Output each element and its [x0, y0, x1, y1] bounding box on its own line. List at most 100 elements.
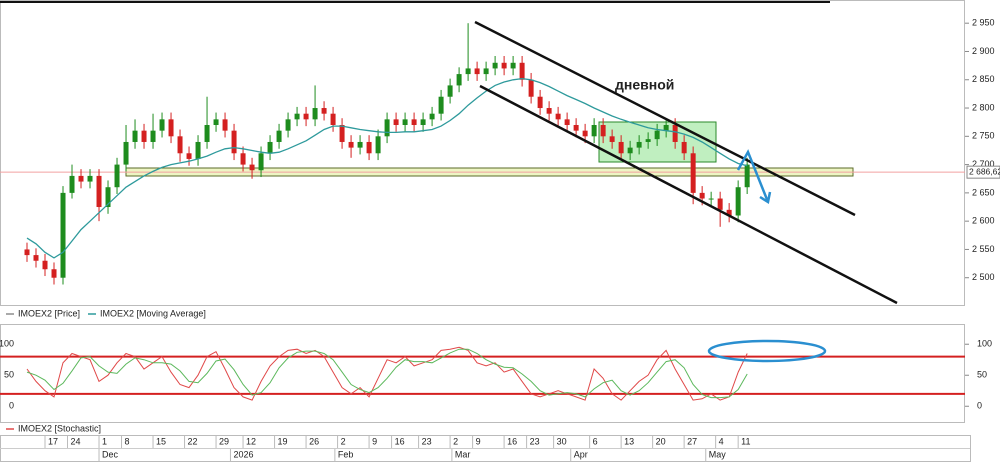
arrow-head [759, 191, 772, 205]
y-tick-label: 0 [977, 401, 982, 411]
x-tick-label: 9 [476, 436, 481, 446]
candle-body [636, 141, 642, 148]
x-tick-label: 26 [309, 436, 319, 446]
month-tick-label: Feb [338, 449, 354, 459]
forecast-arrow [736, 149, 770, 203]
x-tick-label: 2 [453, 436, 458, 446]
candle-body [411, 119, 417, 126]
candle-body [240, 153, 246, 165]
candle-body [276, 130, 282, 142]
x-tick-label: 9 [372, 436, 377, 446]
candle-body [159, 119, 165, 131]
candle-body [294, 113, 300, 120]
candle-body [213, 119, 219, 126]
last-price-label: 2 686,62 [969, 166, 1000, 176]
candle-body [672, 125, 678, 142]
last-price-box [966, 165, 1000, 179]
candle-body [141, 130, 147, 142]
candle-body [186, 153, 192, 159]
x-tick-label: 19 [278, 436, 288, 446]
candle-body [438, 96, 444, 114]
candle-body [123, 141, 129, 165]
x-tick-label: 12 [246, 436, 256, 446]
x-tick-label: 23 [422, 436, 432, 446]
candle-body [231, 130, 237, 154]
candle-body [717, 198, 723, 210]
y-tick-label: 0 [9, 401, 14, 411]
y-tick-label: 2 600 [972, 216, 995, 226]
legend-label: IMOEX2 [Moving Average] [100, 308, 206, 318]
y-tick-label: 2 650 [972, 187, 995, 197]
y-tick-label: 2 750 [972, 131, 995, 141]
candle-body [303, 113, 309, 120]
candle-body [582, 130, 588, 137]
x-tick-label: 13 [624, 436, 634, 446]
x-tick-label: 8 [125, 436, 130, 446]
y-tick-label: 100 [0, 339, 14, 349]
candle-body [555, 113, 561, 120]
candle-body [96, 175, 102, 208]
candle-body [105, 187, 111, 208]
candle-body [483, 68, 489, 75]
candle-body [600, 125, 606, 137]
candle-body [708, 198, 714, 200]
candle-body [699, 192, 705, 199]
candle-body [357, 141, 363, 148]
candle-body [492, 62, 498, 69]
candle-body [285, 119, 291, 131]
candle-body [609, 136, 615, 142]
candle-body [258, 153, 264, 171]
candle-body [681, 141, 687, 154]
candle-body [654, 130, 660, 140]
candle-body [393, 119, 399, 126]
x-tick-label: 22 [188, 436, 198, 446]
candle-body [177, 136, 183, 154]
candle-body [339, 125, 345, 142]
x-tick-label: 1 [102, 436, 107, 446]
candle-body [222, 119, 228, 131]
candle-body [384, 119, 390, 137]
candle-body [321, 108, 327, 114]
x-tick-label: 27 [687, 436, 697, 446]
candle-body [249, 164, 255, 171]
candle-body [204, 125, 210, 142]
x-tick-label: 23 [530, 436, 540, 446]
candle-body [330, 113, 336, 126]
stochastic-line [26, 348, 748, 399]
candle-body [429, 113, 435, 120]
candle-body [150, 130, 156, 142]
candle-body [42, 260, 48, 270]
candle-body [402, 119, 408, 126]
stochastic-panel [0, 324, 965, 423]
candle-body [663, 125, 669, 131]
candle-body [456, 74, 462, 86]
candle-body [528, 79, 534, 97]
candle-body [627, 147, 633, 154]
candle-body [537, 96, 543, 109]
candle-body [24, 249, 30, 256]
candle-body [348, 141, 354, 148]
candle-body [168, 119, 174, 137]
month-tick-label: Dec [102, 449, 119, 459]
candle-body [501, 62, 507, 69]
x-tick-label: 15 [156, 436, 166, 446]
candle-body [726, 209, 732, 216]
candle-body [519, 62, 525, 80]
legend-label: IMOEX2 [Price] [18, 308, 80, 318]
y-tick-label: 2 700 [972, 159, 995, 169]
candle-body [69, 175, 75, 193]
candle-body [51, 269, 57, 278]
y-tick-label: 2 950 [972, 18, 995, 28]
highlight-ellipse [707, 339, 827, 363]
y-tick-label: 2 850 [972, 74, 995, 84]
candle-body [546, 108, 552, 114]
candle-body [591, 125, 597, 137]
x-tick-label: 20 [656, 436, 666, 446]
y-tick-label: 2 900 [972, 46, 995, 56]
month-tick-label: May [709, 449, 727, 459]
candle-body [78, 175, 84, 182]
x-tick-label: 16 [395, 436, 405, 446]
y-tick-label: 50 [4, 370, 14, 380]
candle-body [744, 164, 750, 188]
